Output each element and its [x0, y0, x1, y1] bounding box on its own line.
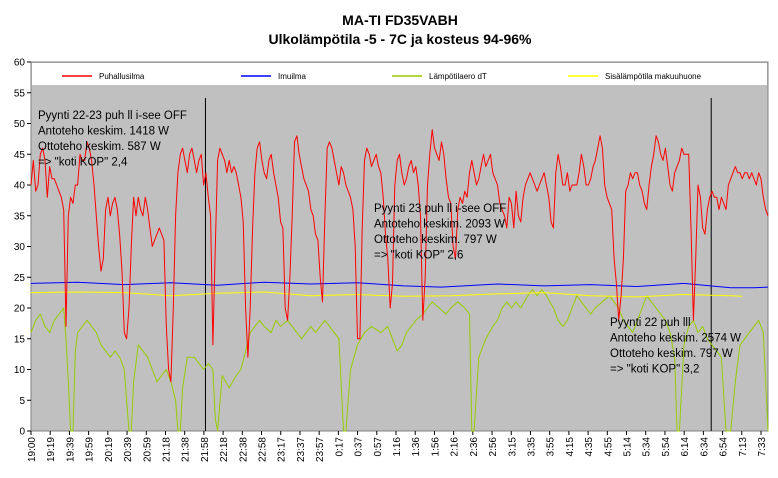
y-tick-label: 5 [19, 396, 25, 407]
y-tick-label: 40 [14, 181, 26, 192]
x-tick-label: 23:37 [296, 437, 307, 462]
x-tick-label: 20:39 [123, 437, 134, 462]
x-tick-label: 21:38 [181, 437, 192, 462]
series-line-1 [30, 281, 769, 289]
series-line-3 [30, 291, 743, 298]
x-tick-label: 3:55 [546, 437, 557, 457]
annotations: Pyynti 22-23 puh ll i-see OFF Antoteho ke… [38, 110, 741, 376]
legend-label: Puhallusilma [99, 72, 145, 81]
x-tick-label: 0:17 [334, 437, 345, 457]
series-lines [30, 129, 769, 432]
x-tick-label: 5:14 [623, 437, 634, 457]
x-tick-label: 5:34 [642, 437, 653, 457]
x-tick-label: 7:33 [757, 437, 768, 457]
x-tick-label: 19:59 [85, 437, 96, 462]
annotation-line: => "koti KOP" 2,4 [38, 157, 128, 169]
y-tick-label: 45 [14, 150, 26, 161]
annotation-2: Pyynti 23 puh ll i-see OFF Antoteho keski… [374, 203, 506, 262]
x-tick-label: 0:37 [354, 437, 365, 457]
marker-lines [204, 98, 712, 431]
annotation-1: Pyynti 22-23 puh ll i-see OFF Antoteho ke… [38, 110, 187, 169]
x-tick-label: 4:55 [603, 437, 614, 457]
y-tick-label: 25 [14, 273, 26, 284]
x-tick-label: 0:57 [373, 437, 384, 457]
x-tick-label: 19:39 [65, 437, 76, 462]
annotation-line: Ottoteho keskim. 797 W [610, 348, 733, 360]
annotation-line: Pyynti 23 puh ll i-see OFF [374, 203, 506, 215]
y-tick-label: 55 [14, 88, 26, 99]
annotation-line: Pyynti 22 puh lll [610, 317, 691, 329]
x-tick-label: 1:56 [430, 437, 441, 457]
x-tick-label: 21:58 [200, 437, 211, 462]
x-tick-label: 22:38 [238, 437, 249, 462]
x-tick-label: 6:14 [680, 437, 691, 457]
legend: Puhallusilma Imuilma Lämpötilaero dT Sisälä… [62, 72, 702, 81]
chart-subtitle: Ulkolämpötila -5 - 7C ja kosteus 94-96% [269, 31, 533, 47]
x-tick-label: 19:00 [27, 437, 38, 462]
x-tick-label: 2:56 [488, 437, 499, 457]
y-tick-label: 30 [14, 242, 26, 253]
x-tick-label: 23:17 [277, 437, 288, 462]
x-axis: 19:00 19:19 19:39 19:59 20:19 20:39 20:59 21:18… [27, 431, 768, 462]
annotation-line: Ottoteho keskim. 797 W [374, 234, 497, 246]
legend-label: Lämpötilaero dT [429, 72, 487, 81]
x-tick-label: 7:13 [738, 437, 749, 457]
y-axis: 0 5 10 15 20 25 30 35 40 45 50 55 60 [14, 58, 31, 438]
x-tick-label: 22:18 [219, 437, 230, 462]
annotation-line: Antoteho keskim. 1418 W [38, 126, 169, 138]
annotation-3: Pyynti 22 puh lll Antoteho keskim. 2574 W… [610, 317, 741, 376]
annotation-line: Antoteho keskim. 2574 W [610, 333, 741, 345]
y-tick-label: 20 [14, 304, 26, 315]
x-tick-label: 22:58 [258, 437, 269, 462]
x-tick-label: 2:36 [469, 437, 480, 457]
x-tick-label: 4:15 [565, 437, 576, 457]
annotation-line: => "koti KOP" 3,2 [610, 364, 699, 376]
x-tick-label: 20:19 [104, 437, 115, 462]
series-line-2 [30, 289, 769, 432]
x-tick-label: 1:36 [411, 437, 422, 457]
legend-band [32, 63, 767, 85]
annotation-line: => "koti KOP" 2,6 [374, 250, 463, 262]
x-tick-label: 23:57 [315, 437, 326, 462]
x-tick-label: 20:59 [142, 437, 153, 462]
x-tick-label: 1:16 [392, 437, 403, 457]
x-tick-label: 2:16 [450, 437, 461, 457]
annotation-line: Pyynti 22-23 puh ll i-see OFF [38, 110, 187, 122]
x-tick-label: 19:19 [46, 437, 57, 462]
y-tick-label: 10 [14, 365, 26, 376]
chart-title: MA-TI FD35VABH [342, 12, 458, 28]
y-tick-label: 0 [19, 427, 25, 438]
y-tick-label: 15 [14, 334, 26, 345]
annotation-line: Antoteho keskim. 2093 W [374, 219, 505, 231]
legend-label: Sisälämpötila makuuhuone [605, 72, 702, 81]
x-tick-label: 3:35 [526, 437, 537, 457]
x-tick-label: 5:54 [661, 437, 672, 457]
x-tick-label: 21:18 [161, 437, 172, 462]
annotation-line: Ottoteho keskim. 587 W [38, 141, 161, 153]
x-tick-label: 6:54 [719, 437, 730, 457]
plot-background [31, 62, 768, 431]
x-tick-label: 6:34 [699, 437, 710, 457]
y-tick-label: 50 [14, 119, 26, 130]
series-line-0 [30, 129, 769, 383]
y-tick-label: 60 [14, 58, 26, 69]
y-tick-label: 35 [14, 211, 26, 222]
legend-label: Imuilma [278, 72, 307, 81]
x-tick-label: 4:35 [584, 437, 595, 457]
x-tick-label: 3:15 [507, 437, 518, 457]
